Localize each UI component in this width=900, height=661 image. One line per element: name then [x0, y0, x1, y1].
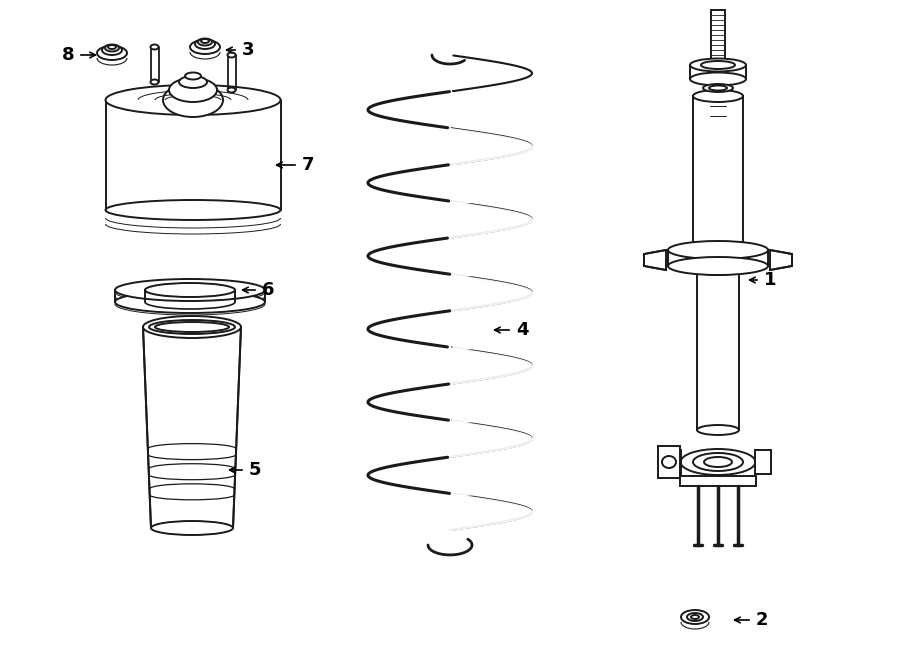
- Ellipse shape: [681, 610, 709, 624]
- Ellipse shape: [198, 38, 212, 46]
- Ellipse shape: [668, 257, 768, 275]
- Ellipse shape: [179, 76, 207, 88]
- Bar: [693, 96, 743, 250]
- Ellipse shape: [155, 322, 229, 332]
- Text: 1: 1: [764, 271, 776, 289]
- Ellipse shape: [108, 45, 116, 49]
- Ellipse shape: [143, 316, 241, 338]
- Text: 5: 5: [248, 461, 261, 479]
- Ellipse shape: [150, 44, 158, 50]
- Ellipse shape: [668, 241, 768, 259]
- Ellipse shape: [115, 279, 265, 301]
- Ellipse shape: [680, 449, 755, 475]
- Bar: [668, 250, 768, 266]
- Ellipse shape: [169, 78, 217, 102]
- Ellipse shape: [690, 73, 746, 85]
- Text: 6: 6: [262, 281, 274, 299]
- Ellipse shape: [151, 521, 233, 535]
- Ellipse shape: [190, 40, 220, 54]
- Bar: [658, 446, 680, 478]
- Ellipse shape: [228, 87, 236, 93]
- Text: 8: 8: [62, 46, 75, 64]
- Ellipse shape: [195, 39, 215, 49]
- Ellipse shape: [691, 615, 699, 619]
- Ellipse shape: [149, 320, 235, 334]
- Polygon shape: [644, 250, 666, 270]
- Ellipse shape: [150, 79, 158, 85]
- Ellipse shape: [703, 84, 733, 92]
- Ellipse shape: [105, 44, 119, 52]
- Ellipse shape: [163, 83, 223, 117]
- Text: 2: 2: [756, 611, 769, 629]
- Text: 4: 4: [516, 321, 528, 339]
- Bar: [680, 476, 756, 486]
- Ellipse shape: [105, 200, 281, 220]
- Ellipse shape: [105, 85, 281, 115]
- Ellipse shape: [115, 291, 265, 313]
- Ellipse shape: [704, 457, 732, 467]
- Ellipse shape: [693, 244, 743, 256]
- Ellipse shape: [697, 425, 739, 435]
- Polygon shape: [665, 450, 681, 474]
- Ellipse shape: [145, 283, 235, 297]
- Ellipse shape: [228, 52, 236, 58]
- Bar: [697, 270, 739, 430]
- Ellipse shape: [185, 73, 201, 79]
- Polygon shape: [143, 327, 241, 528]
- Ellipse shape: [687, 613, 703, 621]
- Ellipse shape: [690, 59, 746, 71]
- Ellipse shape: [97, 46, 127, 60]
- Text: 7: 7: [302, 156, 314, 174]
- Ellipse shape: [697, 265, 739, 275]
- Ellipse shape: [701, 61, 735, 69]
- Ellipse shape: [201, 39, 209, 43]
- Ellipse shape: [693, 453, 743, 471]
- Ellipse shape: [693, 90, 743, 102]
- Text: 3: 3: [242, 41, 254, 59]
- Polygon shape: [755, 450, 771, 474]
- Ellipse shape: [662, 456, 676, 468]
- Ellipse shape: [102, 45, 122, 55]
- Ellipse shape: [709, 85, 727, 91]
- Polygon shape: [770, 250, 792, 270]
